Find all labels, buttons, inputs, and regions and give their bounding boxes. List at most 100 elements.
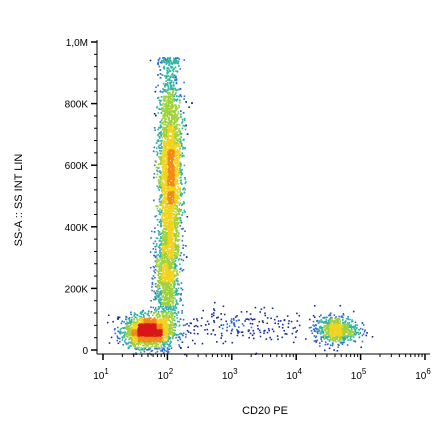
event-point xyxy=(159,291,161,293)
event-point xyxy=(174,199,177,201)
event-point xyxy=(188,325,190,327)
event-point xyxy=(173,118,175,121)
event-point xyxy=(327,328,330,330)
event-point xyxy=(338,344,340,346)
event-point xyxy=(170,285,172,288)
event-point xyxy=(170,347,173,349)
event-point xyxy=(156,154,158,156)
event-point xyxy=(167,130,170,132)
event-point xyxy=(244,320,246,322)
event-point xyxy=(175,246,178,249)
event-point xyxy=(176,131,179,134)
event-point xyxy=(135,352,137,354)
event-point xyxy=(193,318,195,321)
event-point xyxy=(157,308,159,310)
event-point xyxy=(121,320,123,323)
event-point xyxy=(128,346,130,349)
event-point xyxy=(247,330,250,333)
event-point xyxy=(364,329,366,331)
event-point xyxy=(170,81,173,84)
event-point xyxy=(162,253,164,255)
event-point xyxy=(179,263,181,265)
event-point xyxy=(159,172,162,175)
event-point xyxy=(152,314,154,316)
event-point xyxy=(182,227,184,230)
event-point xyxy=(169,121,171,124)
event-point xyxy=(340,328,342,330)
event-point xyxy=(158,221,161,223)
event-point xyxy=(167,239,169,242)
event-point xyxy=(164,75,166,77)
event-point xyxy=(166,116,169,118)
event-point xyxy=(178,232,180,235)
event-point xyxy=(176,95,178,97)
event-point xyxy=(175,82,178,85)
event-point xyxy=(170,294,173,296)
event-point xyxy=(165,304,167,306)
event-point xyxy=(165,211,168,214)
event-point xyxy=(320,321,323,324)
event-point xyxy=(157,274,159,276)
event-point xyxy=(329,332,331,335)
event-point xyxy=(119,337,121,340)
event-point xyxy=(177,251,179,254)
event-point xyxy=(327,338,329,341)
event-point xyxy=(174,248,176,251)
event-point xyxy=(353,328,356,330)
event-point xyxy=(347,334,349,337)
event-point xyxy=(130,320,133,322)
event-point xyxy=(177,88,179,91)
event-point xyxy=(172,61,175,64)
event-point xyxy=(163,131,166,134)
event-point xyxy=(333,322,335,325)
event-point xyxy=(164,135,167,137)
event-point xyxy=(322,336,324,338)
event-point xyxy=(159,267,161,269)
event-point xyxy=(162,279,164,282)
event-point xyxy=(157,230,160,232)
event-point xyxy=(165,142,168,144)
event-point xyxy=(323,322,325,324)
event-point xyxy=(177,283,179,286)
event-point xyxy=(180,332,182,335)
event-point xyxy=(152,242,155,245)
event-point xyxy=(151,281,154,284)
event-point xyxy=(169,294,171,296)
event-point xyxy=(164,317,166,319)
event-point xyxy=(319,333,322,335)
event-point xyxy=(263,330,265,332)
event-point xyxy=(201,342,204,345)
event-point xyxy=(179,99,181,102)
event-point xyxy=(157,348,159,350)
event-point xyxy=(177,139,179,142)
event-point xyxy=(167,333,170,336)
event-point xyxy=(171,322,174,325)
event-point xyxy=(247,329,250,331)
event-point xyxy=(354,325,356,328)
event-point xyxy=(176,225,179,228)
event-point xyxy=(175,312,178,315)
event-point xyxy=(160,171,162,174)
event-point xyxy=(263,332,265,335)
event-point xyxy=(156,292,159,295)
event-point xyxy=(166,250,168,253)
event-point xyxy=(162,82,165,85)
event-point xyxy=(323,320,326,323)
event-point xyxy=(174,259,177,262)
event-point xyxy=(161,261,163,263)
event-point xyxy=(173,273,175,275)
event-point xyxy=(174,227,176,229)
event-point xyxy=(168,285,171,288)
event-point xyxy=(148,342,151,344)
event-point xyxy=(154,265,157,267)
event-point xyxy=(172,256,174,259)
event-point xyxy=(159,209,161,211)
event-point xyxy=(162,269,165,272)
event-point xyxy=(324,349,326,352)
event-point xyxy=(168,117,171,119)
event-point xyxy=(166,317,168,320)
event-point xyxy=(166,276,169,279)
event-point xyxy=(362,324,365,326)
event-point xyxy=(175,176,177,178)
event-point xyxy=(171,326,173,329)
